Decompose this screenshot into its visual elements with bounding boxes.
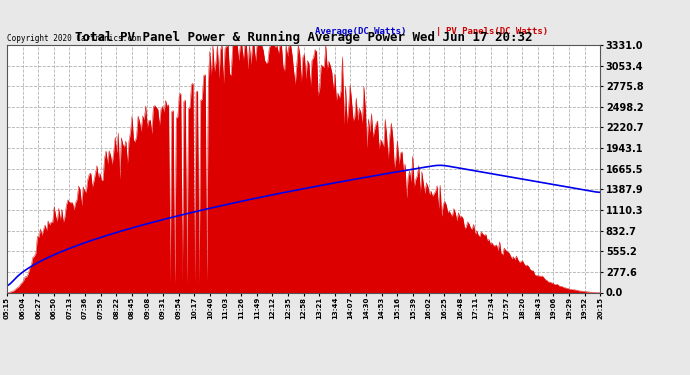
Text: PV Panels(DC Watts): PV Panels(DC Watts) (446, 27, 548, 36)
Text: |: | (437, 27, 440, 36)
Text: Average(DC Watts): Average(DC Watts) (315, 27, 407, 36)
Title: Total PV Panel Power & Running Average Power Wed Jun 17 20:32: Total PV Panel Power & Running Average P… (75, 31, 533, 44)
Text: Copyright 2020 Cartronics.com: Copyright 2020 Cartronics.com (7, 33, 141, 42)
